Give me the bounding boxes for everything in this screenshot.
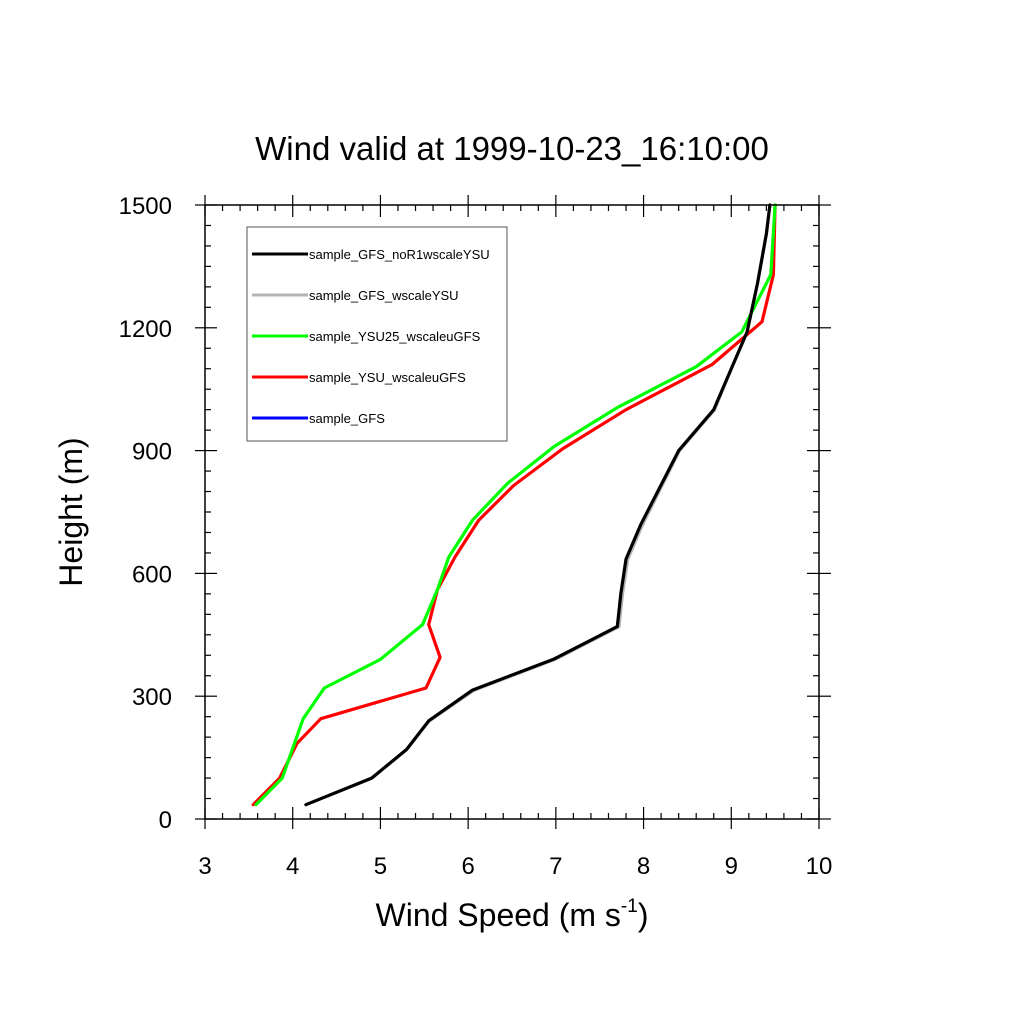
y-axis-label: Height (m): [53, 437, 89, 586]
x-tick-label: 10: [806, 853, 833, 880]
series-line-2: [254, 203, 777, 807]
x-tick-label: 3: [198, 853, 211, 880]
legend-label: sample_GFS: [309, 411, 385, 426]
y-tick-label: 900: [132, 439, 172, 466]
x-tick-label: 4: [286, 853, 299, 880]
legend-label: sample_GFS_wscaleYSU: [309, 288, 459, 303]
x-tick-label: 7: [549, 853, 562, 880]
y-tick-label: 600: [132, 561, 172, 588]
legend-label: sample_GFS_noR1wscaleYSU: [309, 247, 490, 262]
plot-frame: [204, 204, 820, 820]
legend: sample_GFS_noR1wscaleYSU sample_GFS_wscal…: [246, 226, 508, 442]
legend-label: sample_YSU25_wscaleuGFS: [309, 329, 481, 344]
tick-labels: 3 4 5 6 7 8 9 10 0 300 600 900 1200 1500: [119, 193, 833, 880]
x-tick-label: 6: [461, 853, 474, 880]
plot-lines: [251, 203, 777, 807]
series-line-0: [304, 203, 772, 807]
legend-label: sample_YSU_wscaleuGFS: [309, 370, 466, 385]
y-tick-label: 1200: [119, 316, 172, 343]
x-tick-label: 8: [637, 853, 650, 880]
x-axis-label: Wind Speed (m s-1): [376, 896, 649, 933]
legend-box: [246, 226, 508, 442]
y-tick-label: 0: [159, 807, 172, 834]
y-tick-label: 1500: [119, 193, 172, 220]
y-tick-label: 300: [132, 684, 172, 711]
x-tick-label: 5: [374, 853, 387, 880]
x-tick-label: 9: [725, 853, 738, 880]
series-line-3: [251, 203, 777, 807]
chart-title: Wind valid at 1999-10-23_16:10:00: [255, 130, 769, 167]
